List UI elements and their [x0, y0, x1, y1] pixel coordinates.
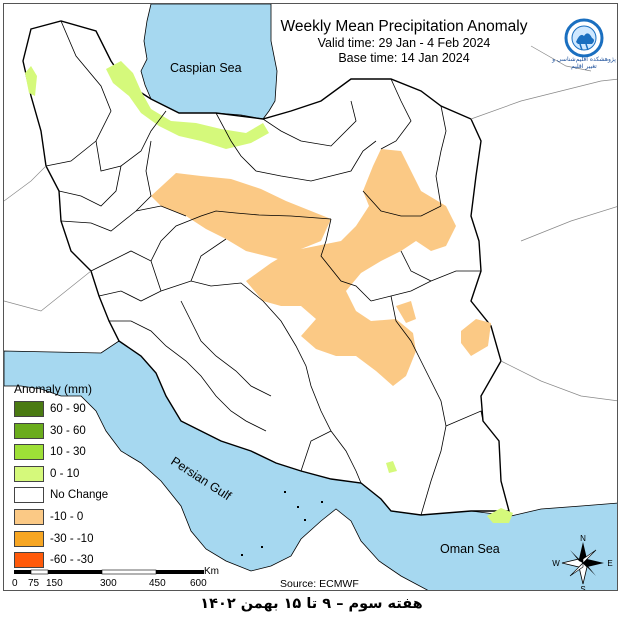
legend-swatch [14, 487, 44, 504]
scale-tick-600: 600 [190, 578, 207, 589]
scale-tick-450: 450 [149, 578, 166, 589]
map-frame: Caspian Sea Persian Gulf Oman Sea Weekly… [3, 3, 618, 591]
legend-swatch [14, 422, 44, 439]
province-borders [45, 20, 484, 516]
logo-caption: پژوهشکده اقلیم‌شناسی و تغییر اقلیم [552, 56, 616, 70]
week-caption: هفته سوم – ۹ تا ۱۵ بهمن ۱۴۰۲ [200, 596, 423, 612]
legend-item: 30 - 60 [14, 422, 124, 440]
legend-item: No Change [14, 486, 124, 504]
legend-item: -60 - -30 [14, 551, 124, 569]
legend-item: 60 - 90 [14, 400, 124, 418]
compass-s: S [580, 585, 585, 591]
institute-logo-icon [564, 18, 604, 58]
legend-swatch [14, 465, 44, 482]
scale-unit: Km [204, 566, 219, 577]
legend-item: -30 - -10 [14, 530, 124, 548]
legend-label: -60 - -30 [50, 554, 94, 567]
title-block: Weekly Mean Precipitation Anomaly Valid … [254, 18, 554, 66]
legend-swatch [14, 552, 44, 569]
legend-item: 10 - 30 [14, 443, 124, 461]
scale-bar [14, 569, 204, 575]
legend-title: Anomaly (mm) [14, 382, 93, 396]
data-source: Source: ECMWF [280, 578, 359, 590]
legend-swatch [14, 401, 44, 417]
compass-w: W [552, 559, 560, 568]
scale-tick-300: 300 [100, 578, 117, 589]
neighbor-borders [4, 45, 617, 402]
base-time: Base time: 14 Jan 2024 [338, 51, 470, 65]
legend-swatch [14, 444, 44, 461]
legend-swatch [14, 508, 44, 525]
legend-label: 30 - 60 [50, 424, 86, 437]
legend-item: -10 - 0 [14, 508, 124, 526]
oman-sea-label: Oman Sea [440, 542, 500, 556]
scale-tick-150: 150 [46, 578, 63, 589]
legend-label: -10 - 0 [50, 510, 84, 523]
caspian-sea-label: Caspian Sea [170, 61, 242, 75]
scale-tick-0: 0 [12, 578, 18, 589]
scale-tick-75: 75 [28, 578, 40, 589]
legend-swatch [14, 530, 44, 547]
valid-time: Valid time: 29 Jan - 4 Feb 2024 [317, 36, 491, 50]
legend-item: 0 - 10 [14, 465, 124, 483]
compass-e: E [607, 559, 612, 568]
gulf-islands [241, 491, 323, 556]
legend-label: 0 - 10 [50, 467, 80, 480]
compass-n: N [580, 534, 586, 543]
negative-anomaly-areas [151, 149, 491, 386]
map-title: Weekly Mean Precipitation Anomaly [280, 18, 528, 35]
legend-label: No Change [50, 489, 109, 502]
legend-label: 60 - 90 [50, 403, 86, 415]
compass-rose-icon: N S W E [552, 534, 612, 591]
legend-label: 10 - 30 [50, 446, 86, 459]
legend-label: -30 - -10 [50, 532, 94, 545]
legend: Anomaly (mm) 60 - 90 30 - 60 10 - 30 0 -… [14, 382, 124, 573]
map-canvas [4, 4, 617, 590]
positive-anomaly-areas [25, 61, 513, 523]
